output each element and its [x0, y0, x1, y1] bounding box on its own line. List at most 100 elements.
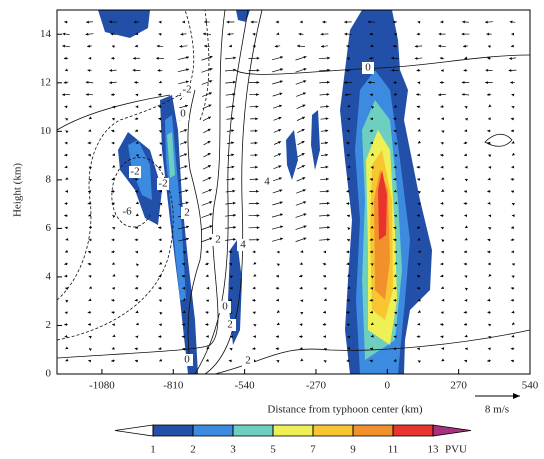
- wind-vector-head: [64, 214, 68, 218]
- wind-vector-head: [487, 129, 491, 133]
- wind-vector-head: [185, 80, 189, 84]
- wind-vector-head: [370, 141, 374, 145]
- wind-vector-head: [511, 140, 515, 144]
- wind-vector-head: [134, 359, 138, 363]
- wind-vector-head: [346, 129, 350, 133]
- colorbar-label: 3: [230, 444, 236, 456]
- wind-vector-head: [303, 68, 307, 71]
- wind-vector-head: [252, 298, 256, 302]
- wind-vector-head: [323, 274, 326, 278]
- wind-vector-head: [370, 263, 374, 266]
- wind-vector-head: [417, 237, 421, 241]
- wind-vector-head: [256, 56, 260, 60]
- wind-vector-head: [158, 274, 162, 278]
- wind-vector-head: [228, 359, 232, 363]
- wind-vector-head: [111, 189, 114, 193]
- wind-vector-head: [158, 117, 162, 121]
- wind-vector-head: [109, 20, 112, 24]
- wind-vector-head: [299, 323, 303, 327]
- contour-labels: 0 -2 0 -2 -2 -6 2 2 4 4 0 2 0 2: [121, 62, 374, 367]
- wind-vector-head: [417, 81, 421, 85]
- wind-vector-head: [232, 189, 236, 193]
- wind-vector-head: [511, 226, 514, 229]
- wind-vector-head: [303, 225, 307, 229]
- wind-vector-head: [111, 311, 115, 315]
- wind-vector-head: [256, 214, 260, 217]
- wind-vector-head: [156, 44, 160, 48]
- wind-vector-head: [438, 93, 441, 97]
- plot-frame: [56, 9, 531, 375]
- wind-vector-head: [229, 44, 233, 48]
- wind-vector-head: [228, 250, 232, 254]
- wind-vector-head: [438, 32, 442, 36]
- wind-vector-head: [393, 286, 397, 290]
- wind-vector-head: [252, 250, 256, 254]
- wind-vector-head: [416, 68, 420, 72]
- wind-vector-head: [181, 274, 185, 278]
- wind-vector-head: [65, 299, 69, 303]
- wind-vector-head: [89, 286, 93, 289]
- pv-region: [378, 170, 387, 240]
- wind-vector-head: [369, 93, 373, 97]
- wind-vector-head: [229, 298, 232, 302]
- wind-vector-head: [487, 262, 491, 266]
- wind-vector-head: [87, 323, 91, 326]
- contours: [56, 9, 531, 375]
- wind-vector-head: [417, 20, 421, 24]
- wind-vector-head: [159, 323, 162, 327]
- wind-vector-head: [393, 92, 397, 96]
- wind-vector-head: [186, 56, 189, 60]
- wind-vector-head: [112, 323, 116, 327]
- wind-vector-head: [301, 128, 305, 132]
- wind-vector-head: [461, 81, 465, 84]
- reference-arrow-head: [513, 393, 520, 399]
- wind-vector-head: [463, 141, 467, 145]
- wind-vector-head: [254, 129, 258, 133]
- wind-vector-head: [233, 68, 236, 72]
- wind-vector-head: [297, 44, 300, 48]
- wind-vector-head: [393, 226, 397, 230]
- contour-label: -2: [130, 166, 139, 178]
- wind-vector-head: [487, 298, 491, 302]
- wind-vector-head: [180, 32, 184, 36]
- wind-vector-head: [87, 44, 90, 48]
- wind-vector-head: [414, 56, 418, 60]
- wind-vector-head: [417, 322, 421, 326]
- wind-vector-head: [111, 45, 115, 49]
- contour-label-bg: [177, 108, 189, 120]
- wind-vector-head: [510, 287, 514, 290]
- wind-vector-head: [511, 190, 515, 194]
- wind-vector-head: [300, 358, 304, 362]
- colorbar-unit: PVU: [445, 444, 467, 456]
- wind-vector-head: [135, 335, 139, 339]
- x-tick-label: -1080: [89, 380, 115, 392]
- wind-vector-head: [159, 130, 163, 133]
- wind-vector-head: [325, 165, 329, 169]
- colorbar-segment: [232, 424, 274, 437]
- wind-vector-head: [417, 117, 420, 121]
- wind-vector-head: [416, 274, 420, 278]
- wind-vector-head: [347, 346, 351, 350]
- wind-vector-head: [232, 201, 236, 205]
- wind-vector-head: [65, 358, 69, 362]
- wind-vector-head: [393, 104, 397, 108]
- wind-vector-head: [508, 69, 512, 72]
- wind-vector-head: [370, 117, 373, 121]
- wind-vector-head: [394, 154, 398, 158]
- wind-vector-head: [393, 298, 397, 302]
- wind-vector-head: [88, 348, 92, 352]
- wind-vector-head: [369, 250, 373, 254]
- wind-vector-head: [299, 335, 302, 339]
- wind-vector-head: [488, 336, 492, 339]
- wind-vector-head: [487, 238, 491, 242]
- wind-vector-head: [252, 311, 256, 315]
- wind-vector-head: [231, 129, 235, 133]
- wind-vector-head: [392, 20, 396, 24]
- wind-vector-head: [112, 153, 116, 157]
- wind-vector-head: [233, 213, 236, 217]
- wind-vector-head: [276, 322, 280, 326]
- wind-vector-head: [464, 106, 468, 109]
- wind-vector-head: [209, 213, 213, 216]
- y-tick-label: 12: [40, 76, 51, 88]
